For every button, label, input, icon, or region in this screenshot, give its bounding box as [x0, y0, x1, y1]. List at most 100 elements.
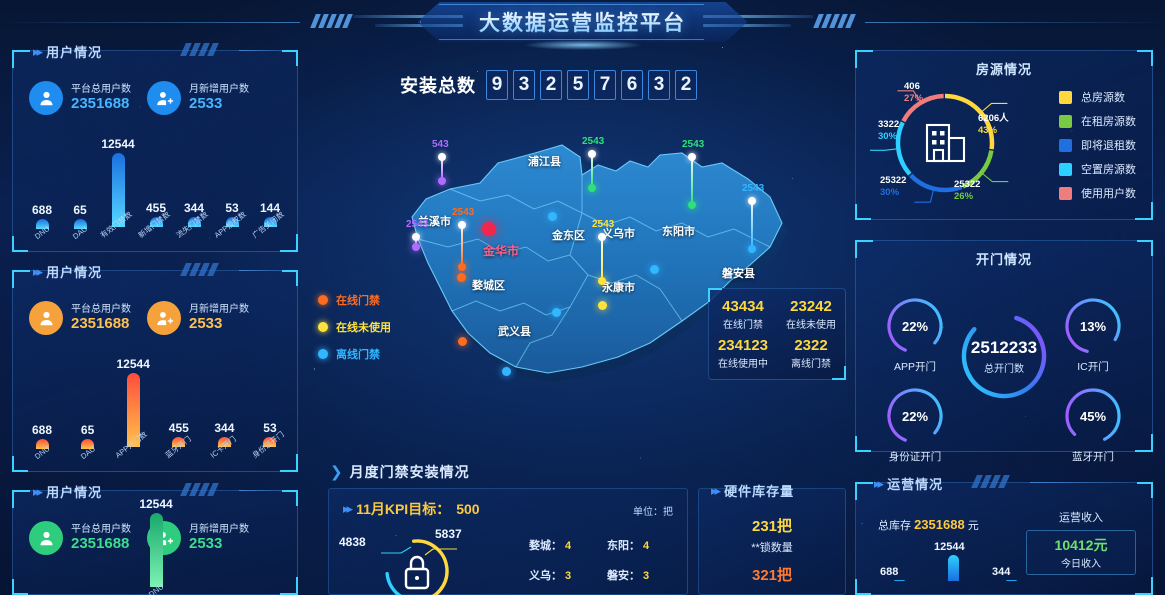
stat-label: 平台总用户数: [71, 83, 131, 95]
ops-stock-label: 总库存: [878, 520, 911, 532]
kpi-city-list: 婺城： 4 东阳： 4 义乌： 3 磐安： 3: [529, 537, 685, 583]
stat-total-users-blue: 平台总用户数 2351688: [29, 81, 131, 115]
ops-revenue-label: 运营收入: [1059, 512, 1103, 524]
map-stat-cell: 23242 在线未使用: [777, 298, 845, 331]
door-gauges: 2512233 总开门数 22% APP开门 13% IC开门 22% 身份证开门 45% 蓝…: [866, 267, 1142, 463]
housing-legend-item[interactable]: 空置房源数: [1059, 161, 1136, 177]
map-pin[interactable]: 2543: [452, 207, 474, 271]
region-map[interactable]: 浦江县兰溪市金东区 义乌市 东阳市金华市婺城区 永康市 磐安县武义县 543 2543 25…: [330, 105, 830, 405]
donut-leader-line: [897, 90, 921, 102]
pin-base: [412, 243, 420, 251]
map-dot-offline: [548, 212, 557, 221]
header-line-right: [865, 22, 1165, 23]
pin-head: [438, 153, 446, 161]
dashboard-header: 大数据运营监控平台: [0, 0, 1165, 50]
gauge-ring: [1065, 298, 1121, 354]
housing-legend-item[interactable]: 在租房源数: [1059, 113, 1136, 129]
building-icon: [925, 123, 966, 163]
map-pin[interactable]: 2543: [742, 183, 764, 253]
map-city-label[interactable]: 浦江县: [528, 156, 561, 168]
bar-shape: [172, 437, 186, 447]
kpi-city-item: 婺城： 4: [529, 537, 607, 553]
map-city-label[interactable]: 磐安县: [722, 268, 755, 280]
map-city-label[interactable]: 兰溪市: [418, 216, 451, 228]
door-gauge-tr[interactable]: 13% IC开门: [1062, 295, 1124, 373]
panel-title-user-green: ▸▸ 用户情况: [33, 483, 103, 501]
bar-shape: [81, 439, 95, 449]
map-pin[interactable]: 2543: [592, 219, 614, 285]
gauge-ring: [1065, 388, 1121, 444]
map-city-label[interactable]: 婺城区: [472, 280, 505, 292]
map-pin[interactable]: 2543: [582, 136, 604, 192]
door-gauge-br[interactable]: 45% 蓝牙开门: [1062, 385, 1124, 463]
map-city-label[interactable]: 永康市: [602, 282, 635, 294]
kpi-unit: 单位：把: [633, 507, 673, 518]
chevron-right-icon: ▸▸: [33, 43, 43, 59]
kpi-goal-label: 11月KPI目标：: [356, 501, 451, 517]
kpi-city-value: 3: [643, 570, 650, 582]
pin-stem: [751, 197, 753, 249]
panel-user-overview-blue: ▸▸ 用户情况 平台总用户数 2351688 月新增用户数 2533 688 DN…: [12, 43, 298, 252]
donut-leader-label: 6206人 43%: [978, 113, 1009, 137]
door-gauge-tl[interactable]: 22% APP开门: [884, 295, 946, 373]
map-legend-item[interactable]: 离线门禁: [318, 346, 391, 362]
legend-color-dot: [318, 322, 328, 332]
kpi-section-header: ❯ 月度门禁安装情况: [330, 462, 470, 482]
chevron-right-icon: ❯: [330, 464, 343, 481]
map-city-label[interactable]: 武义县: [498, 326, 531, 338]
bar-value: 53: [225, 201, 239, 215]
donut-percent: 30%: [878, 130, 898, 142]
map-city-label[interactable]: 金东区: [552, 230, 585, 242]
gauge-percent: 13%: [1079, 318, 1107, 334]
install-digit: 5: [567, 70, 589, 100]
kpi-city-value: 4: [565, 540, 572, 552]
map-dot-center-city: [482, 222, 496, 236]
user-stats-green: 平台总用户数 2351688 月新增用户数 2533: [29, 521, 283, 555]
bar-group: 688 DNU: [27, 203, 57, 243]
map-city-label[interactable]: 义乌市: [602, 228, 635, 240]
map-pin[interactable]: 2543: [682, 139, 704, 209]
pin-value: 2543: [682, 139, 705, 150]
housing-legend-item[interactable]: 总房源数: [1059, 89, 1136, 105]
bar-group: 144 广告关闭数: [251, 201, 286, 243]
pin-head: [588, 150, 596, 158]
door-gauge-bl[interactable]: 22% 身份证开门: [884, 385, 946, 463]
housing-legend-item[interactable]: 即将退租数: [1059, 137, 1136, 153]
map-legend-item[interactable]: 在线未使用: [318, 319, 391, 335]
map-pin[interactable]: 543: [432, 139, 449, 185]
pin-head: [688, 153, 696, 161]
stat-label: 月新增用户数: [189, 303, 249, 315]
legend-swatch: [1059, 138, 1072, 152]
legend-swatch: [1059, 90, 1072, 104]
panel-user-overview-green: ▸▸ 用户情况 平台总用户数 2351688 月新增用户数 2533 12544…: [12, 483, 298, 595]
ops-bar-value: 344: [992, 566, 1011, 578]
map-pin[interactable]: 2543: [406, 219, 428, 251]
bar-shape: [73, 219, 87, 229]
map-legend-item[interactable]: 在线门禁: [318, 292, 391, 308]
user-icon: [29, 521, 63, 555]
pin-stem: [591, 150, 593, 188]
donut-leader-label: 25322 30%: [880, 175, 906, 199]
bar-group: 455 蓝牙开门: [163, 421, 194, 463]
donut-value: 6206人: [978, 113, 1009, 124]
housing-legend-item[interactable]: 使用用户数: [1059, 185, 1136, 201]
panel-door-opening: 开门情况 2512233 总开门数 22% APP开门 13% IC开门 22% 身份证开…: [855, 240, 1153, 463]
header-glow: [522, 40, 643, 50]
map-city-label[interactable]: 东阳市: [662, 226, 695, 238]
hardware-value-1: 231把: [751, 518, 793, 535]
pin-base: [458, 263, 466, 271]
bar-group: 455 新增门禁数: [137, 201, 172, 243]
panel-title-door: 开门情况: [975, 252, 1032, 267]
map-stat-cell: 234123 在线使用中: [709, 337, 777, 370]
stat-total-users-orange: 平台总用户数 2351688: [29, 301, 131, 335]
ops-bar-value: 12544: [934, 541, 965, 553]
panel-operations: ▸▸ 运营情况 总库存 2351688 元 运营收入 10412元 今日收入 6…: [855, 475, 1153, 595]
bar-group: 688 DNU: [27, 423, 57, 463]
map-stat-value: 2322: [794, 337, 828, 354]
stat-value: 2533: [189, 535, 223, 553]
legend-label: 在线未使用: [336, 322, 391, 334]
bar-shape: [111, 153, 125, 227]
map-city-label[interactable]: 金华市: [483, 244, 520, 258]
pin-stem: [441, 153, 443, 181]
